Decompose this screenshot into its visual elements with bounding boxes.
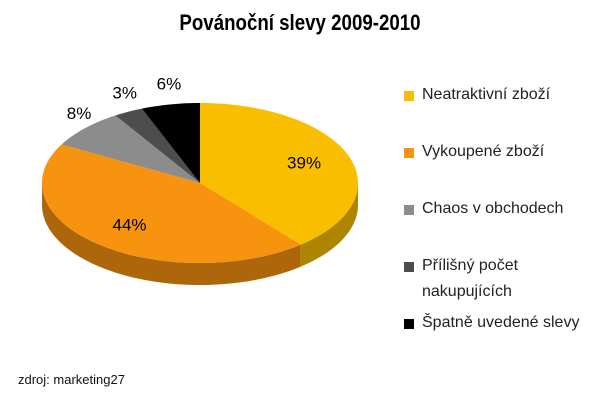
slice-side [42, 183, 301, 285]
data-label: 3% [112, 83, 137, 102]
legend-swatch [404, 91, 414, 101]
legend-label: Vykoupené zboží [422, 143, 545, 160]
legend-swatch [404, 319, 414, 329]
legend-swatch [404, 205, 414, 215]
slice [115, 108, 200, 183]
legend-item: Vykoupené zboží [404, 139, 594, 191]
source-note: zdroj: marketing27 [18, 372, 125, 387]
chart: 39% 44% 8% 3% 6% [42, 74, 358, 285]
legend-label: Chaos v obchodech [422, 200, 564, 217]
slice [200, 103, 358, 245]
data-label: 44% [112, 216, 146, 235]
slice [141, 103, 200, 183]
legend-item: Špatně uvedené slevy [404, 310, 594, 362]
data-label: 6% [157, 74, 182, 93]
slice-side [300, 183, 358, 267]
slice [61, 115, 200, 183]
legend-item: Chaos v obchodech [404, 196, 594, 248]
legend: Neatraktivní zboží Vykoupené zboží Chaos v… [404, 82, 594, 367]
data-label: 8% [67, 104, 92, 123]
slice [42, 144, 301, 263]
legend-item: Přílišný počet nakupujících [404, 253, 594, 305]
chart-title: Povánoční slevy 2009-2010 [179, 10, 421, 35]
legend-label: Neatraktivní zboží [422, 86, 551, 103]
legend-item: Neatraktivní zboží [404, 82, 594, 134]
legend-label: Špatně uvedené slevy [422, 314, 580, 331]
legend-label: Přílišný počet nakupujících [422, 257, 519, 300]
legend-swatch [404, 148, 414, 158]
legend-swatch [404, 262, 414, 272]
data-label: 39% [287, 154, 321, 173]
